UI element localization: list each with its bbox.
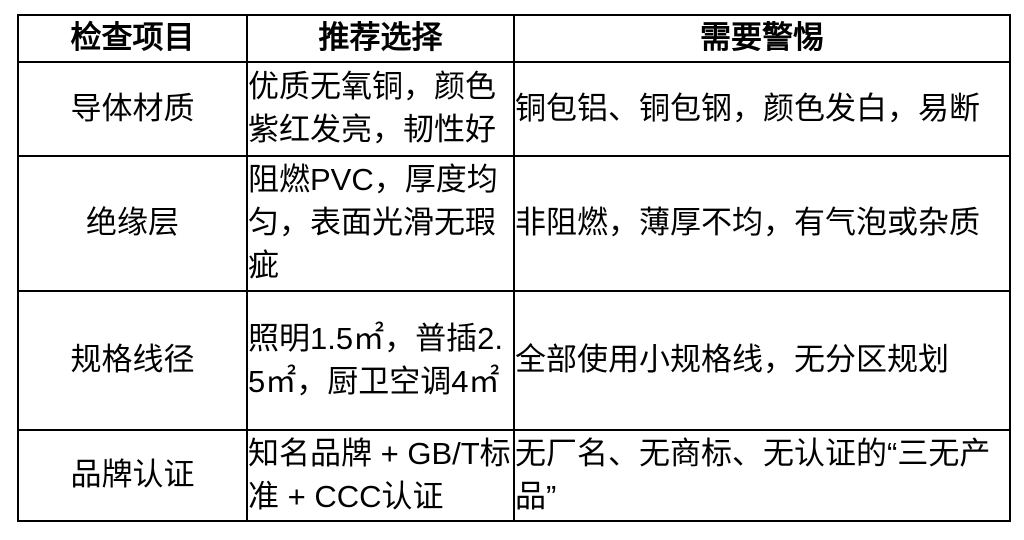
cell-item-insulation-layer: 绝缘层 [17,155,248,292]
table-row: 导体材质 优质无氧铜，颜色紫红发亮，韧性好 铜包铝、铜包钢，颜色发白，易断 [17,61,1011,157]
table-row: 规格线径 照明1.5㎡，普插2.5㎡，厨卫空调4㎡ 全部使用小规格线，无分区规划 [17,290,1011,431]
header-recommended-choice: 推荐选择 [246,14,515,63]
cell-warning-insulation-layer: 非阻燃，薄厚不均，有气泡或杂质 [513,155,1011,292]
cell-recommended-conductor-material: 优质无氧铜，颜色紫红发亮，韧性好 [246,61,515,157]
cell-recommended-brand-certification: 知名品牌 + GB/T标准 + CCC认证 [246,429,515,522]
header-inspection-item: 检查项目 [17,14,248,63]
table-row: 绝缘层 阻燃PVC，厚度均匀，表面光滑无瑕疵 非阻燃，薄厚不均，有气泡或杂质 [17,155,1011,292]
cell-warning-conductor-material: 铜包铝、铜包钢，颜色发白，易断 [513,61,1011,157]
table-row: 品牌认证 知名品牌 + GB/T标准 + CCC认证 无厂名、无商标、无认证的“… [17,429,1011,522]
cell-recommended-insulation-layer: 阻燃PVC，厚度均匀，表面光滑无瑕疵 [246,155,515,292]
cell-item-conductor-material: 导体材质 [17,61,248,157]
table-header-row: 检查项目 推荐选择 需要警惕 [17,14,1011,63]
cell-warning-brand-certification: 无厂名、无商标、无认证的“三无产品” [513,429,1011,522]
inspection-checklist-table: 检查项目 推荐选择 需要警惕 导体材质 优质无氧铜，颜色紫红发亮，韧性好 铜包铝… [17,14,1011,522]
cell-item-wire-gauge: 规格线径 [17,290,248,431]
header-warning: 需要警惕 [513,14,1011,63]
cell-warning-wire-gauge: 全部使用小规格线，无分区规划 [513,290,1011,431]
cell-item-brand-certification: 品牌认证 [17,429,248,522]
cell-recommended-wire-gauge: 照明1.5㎡，普插2.5㎡，厨卫空调4㎡ [246,290,515,431]
